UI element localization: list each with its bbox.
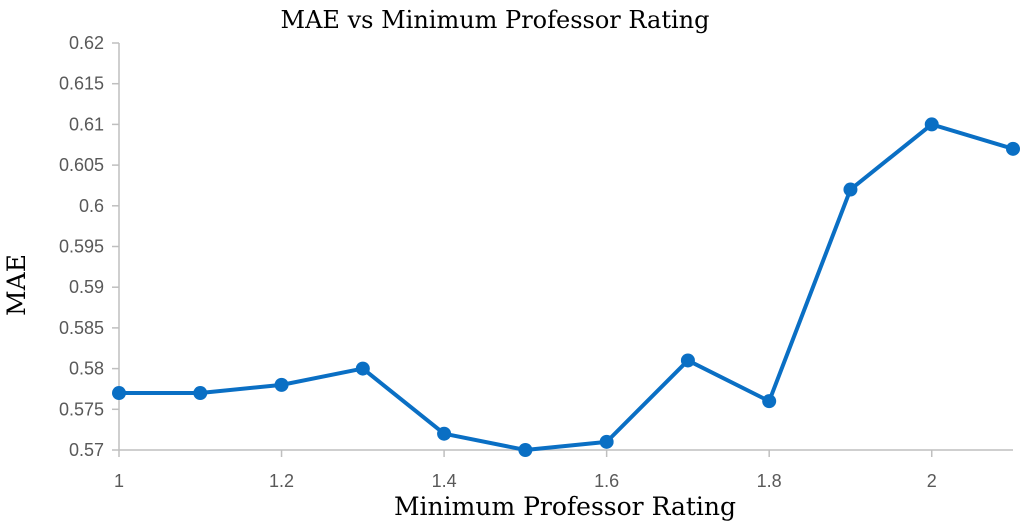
x-tick-label: 1.8	[757, 471, 782, 491]
series-line	[119, 122, 1014, 452]
data-point	[843, 182, 858, 197]
y-tick-label: 0.595	[59, 237, 104, 257]
x-tick-label: 2	[927, 471, 937, 491]
y-tick-label: 0.585	[59, 318, 104, 338]
y-tick-label: 0.61	[69, 114, 104, 134]
y-tick-label: 0.6	[79, 196, 104, 216]
y-tick-label: 0.605	[59, 155, 104, 175]
y-tick-label: 0.575	[59, 399, 104, 419]
data-point	[599, 434, 614, 449]
data-point	[1006, 141, 1020, 156]
y-axis: 0.57 0.575 0.58 0.585 0.59 0.595 0.6 0.605 0.61 0…	[59, 33, 120, 460]
data-point	[437, 426, 452, 441]
data-point	[274, 377, 289, 392]
data-point	[355, 361, 370, 376]
data-point	[680, 353, 695, 368]
data-point	[193, 386, 208, 401]
x-tick-label: 1	[114, 471, 124, 491]
series-group	[112, 117, 1020, 457]
x-tick-label: 1.2	[269, 471, 294, 491]
data-point	[924, 117, 939, 132]
x-tick-label: 1.4	[432, 471, 457, 491]
data-point	[112, 386, 126, 401]
y-tick-label: 0.62	[69, 33, 104, 53]
data-point	[762, 394, 777, 409]
y-axis-title: MAE	[2, 254, 31, 316]
y-tick-label: 0.57	[69, 440, 104, 460]
x-tick-label: 1.6	[594, 471, 619, 491]
x-axis-title: Minimum Professor Rating	[394, 492, 736, 521]
data-point	[518, 443, 533, 457]
chart-title: MAE vs Minimum Professor Rating	[281, 6, 710, 34]
y-tick-label: 0.59	[69, 277, 104, 297]
x-axis: 1 1.2 1.4 1.6 1.8 2	[114, 449, 1013, 491]
y-tick-label: 0.58	[69, 359, 104, 379]
y-tick-label: 0.615	[59, 74, 104, 94]
